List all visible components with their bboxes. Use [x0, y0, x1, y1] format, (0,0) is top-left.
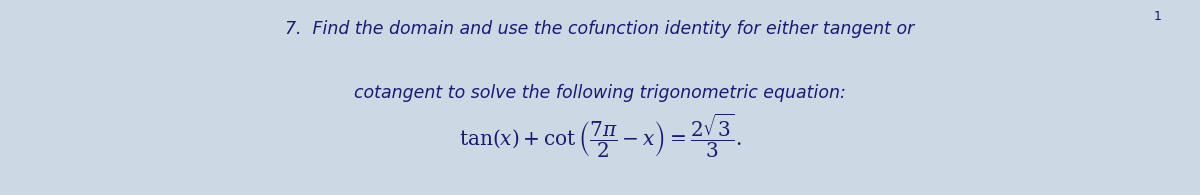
- Text: 1: 1: [1154, 10, 1162, 23]
- Text: 7.  Find the domain and use the cofunction identity for either tangent or: 7. Find the domain and use the cofunctio…: [286, 20, 914, 37]
- Text: cotangent to solve the following trigonometric equation:: cotangent to solve the following trigono…: [354, 84, 846, 102]
- Text: $\tan(x) + \cot\left(\dfrac{7\pi}{2} - x\right) = \dfrac{2\sqrt{3}}{3}.$: $\tan(x) + \cot\left(\dfrac{7\pi}{2} - x…: [458, 111, 742, 160]
